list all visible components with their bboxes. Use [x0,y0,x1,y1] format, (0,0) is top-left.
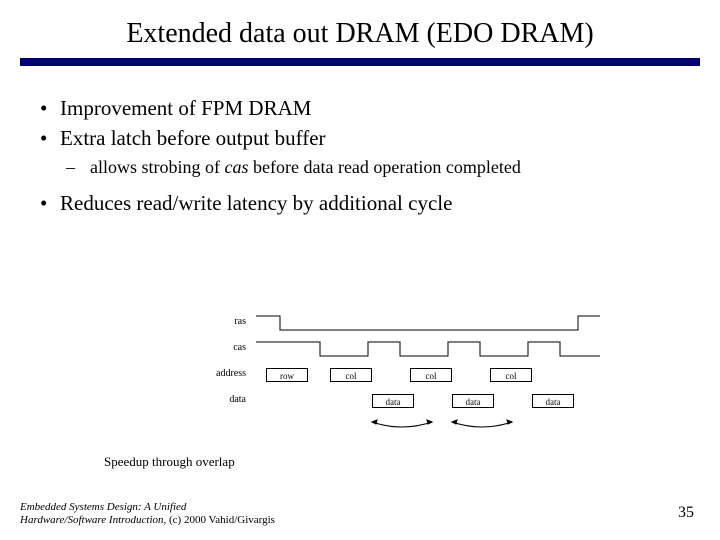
page-number: 35 [678,504,694,522]
diagram-caption: Speedup through overlap [104,454,235,470]
footer-line2a: Hardware/Software Introduction, [20,514,166,526]
bullet-2a-post: before data read operation completed [249,157,521,177]
data-box: data [532,394,574,408]
slide-body: Improvement of FPM DRAM Extra latch befo… [0,66,720,217]
addr-box-col: col [410,368,452,382]
timing-diagram: ras cas address data rowcolcolcol datada… [200,312,630,482]
addr-box-col: col [490,368,532,382]
footer-line1: Embedded Systems Design: A Unified [20,501,186,513]
bullet-1: Improvement of FPM DRAM [36,94,684,122]
addr-box-col: col [330,368,372,382]
addr-box-row: row [266,368,308,382]
bullet-2a-italic: cas [225,157,249,177]
bullet-3: Reduces read/write latency by additional… [36,189,684,217]
title-rule [20,58,700,66]
footer: Embedded Systems Design: A Unified Hardw… [20,501,275,529]
bullet-2a-pre: allows strobing of [90,157,225,177]
data-box: data [452,394,494,408]
data-box: data [372,394,414,408]
footer-line2b: (c) 2000 Vahid/Givargis [166,514,275,526]
slide-title: Extended data out DRAM (EDO DRAM) [0,0,720,56]
bullet-2a: allows strobing of cas before data read … [36,155,684,179]
bullet-2: Extra latch before output buffer [36,124,684,152]
